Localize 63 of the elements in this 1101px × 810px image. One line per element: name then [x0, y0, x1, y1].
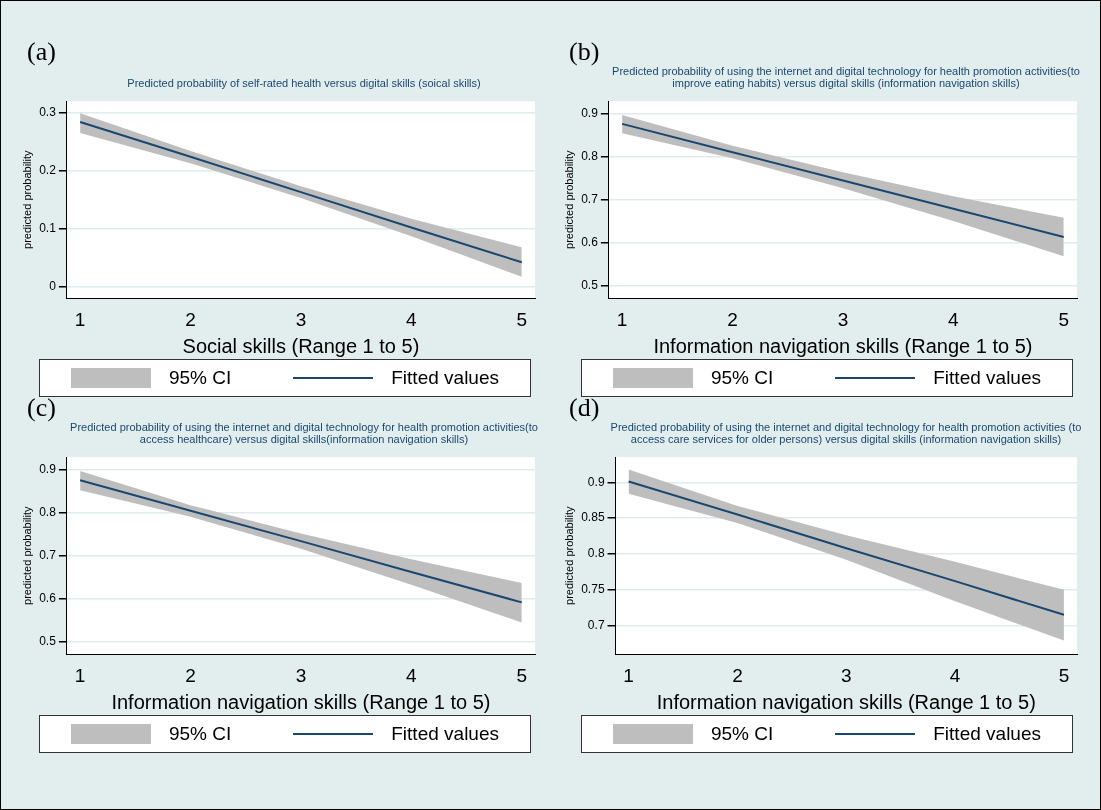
x-axis-title: Information navigation skills (Range 1 to 5)	[653, 334, 1033, 357]
chart-title: Predicted probability of using the internet and digital technology for health promotion activities(to access healthcare) versus digital skills(information navigation skills)	[69, 420, 539, 445]
y-tick-label: 0.7	[587, 617, 605, 632]
y-axis-title: predicted probability	[562, 505, 575, 605]
x-axis-title: Information navigation skills (Range 1 to 5)	[111, 690, 491, 713]
y-tick-label: 0.8	[587, 546, 605, 561]
y-tick-label: 0.2	[39, 163, 57, 178]
y-tick-label: 0.9	[581, 106, 599, 121]
legend-label: 95% CI	[168, 723, 232, 745]
y-tick-label: 0.9	[39, 462, 57, 477]
x-tick-label: 4	[406, 308, 418, 330]
x-tick-label: 3	[837, 308, 849, 330]
y-tick-label: 0.1	[39, 220, 57, 235]
y-axis-title: predicted probability	[20, 505, 33, 605]
y-tick-label: 0.75	[581, 582, 605, 597]
y-axis-title: predicted probability	[20, 149, 33, 249]
y-tick-label: 0.5	[39, 633, 57, 648]
y-tick-label: 0.85	[581, 510, 605, 525]
legend-label: 95% CI	[710, 723, 774, 745]
legend-label: Fitted values	[933, 367, 1041, 389]
x-tick-label: 4	[948, 308, 960, 330]
x-tick-label: 1	[616, 308, 628, 330]
x-tick-label: 5	[516, 664, 528, 686]
legend-label: 95% CI	[168, 367, 232, 389]
legend-label: 95% CI	[710, 367, 774, 389]
text: (c)	[27, 393, 56, 423]
x-tick-label: 1	[74, 308, 86, 330]
x-tick-label: 1	[74, 664, 86, 686]
y-axis-title: predicted probability	[562, 149, 575, 249]
x-tick-label: 4	[406, 664, 418, 686]
y-tick-label: 0.6	[39, 590, 57, 605]
y-tick-label: 0.8	[581, 149, 599, 164]
x-tick-label: 5	[1058, 308, 1070, 330]
x-tick-label: 3	[295, 664, 307, 686]
y-tick-label: 0.7	[581, 192, 599, 207]
x-tick-label: 4	[949, 664, 961, 686]
x-tick-label: 2	[727, 308, 738, 330]
x-axis-title: Social skills (Range 1 to 5)	[182, 334, 420, 357]
y-tick-label: 0.7	[39, 548, 57, 563]
y-tick-label: 0	[49, 278, 57, 293]
y-tick-label: 0.9	[587, 474, 605, 489]
y-tick-label: 0.6	[581, 234, 599, 249]
text: (a)	[27, 37, 56, 67]
x-tick-label: 5	[1058, 664, 1070, 686]
legend-label: Fitted values	[933, 723, 1041, 745]
x-tick-label: 2	[185, 664, 196, 686]
y-tick-label: 0.5	[581, 277, 599, 292]
y-tick-label: 0.8	[39, 505, 57, 520]
chart-title: Predicted probability of using the internet and digital technology for health promotion activities (to access care services for older persons) versus digital skills (information navigation skills)	[609, 420, 1083, 445]
x-axis-title: Information navigation skills (Range 1 to 5)	[656, 690, 1036, 713]
legend-label: Fitted values	[391, 367, 499, 389]
x-tick-label: 2	[732, 664, 743, 686]
text: (b)	[569, 37, 600, 67]
x-tick-label: 1	[623, 664, 634, 686]
x-tick-label: 2	[185, 308, 196, 330]
x-tick-label: 3	[295, 308, 307, 330]
legend-label: Fitted values	[391, 723, 499, 745]
text: (d)	[569, 393, 600, 423]
x-tick-label: 5	[516, 308, 528, 330]
chart-title: Predicted probability of using the internet and digital technology for health promotion activities(to improve eating habits) versus digital skills (information navigation skills)	[611, 64, 1081, 89]
chart-title: Predicted probability of self-rated health versus digital skills (soical skills)	[126, 76, 482, 89]
x-tick-label: 3	[840, 664, 852, 686]
y-tick-label: 0.3	[39, 105, 57, 120]
